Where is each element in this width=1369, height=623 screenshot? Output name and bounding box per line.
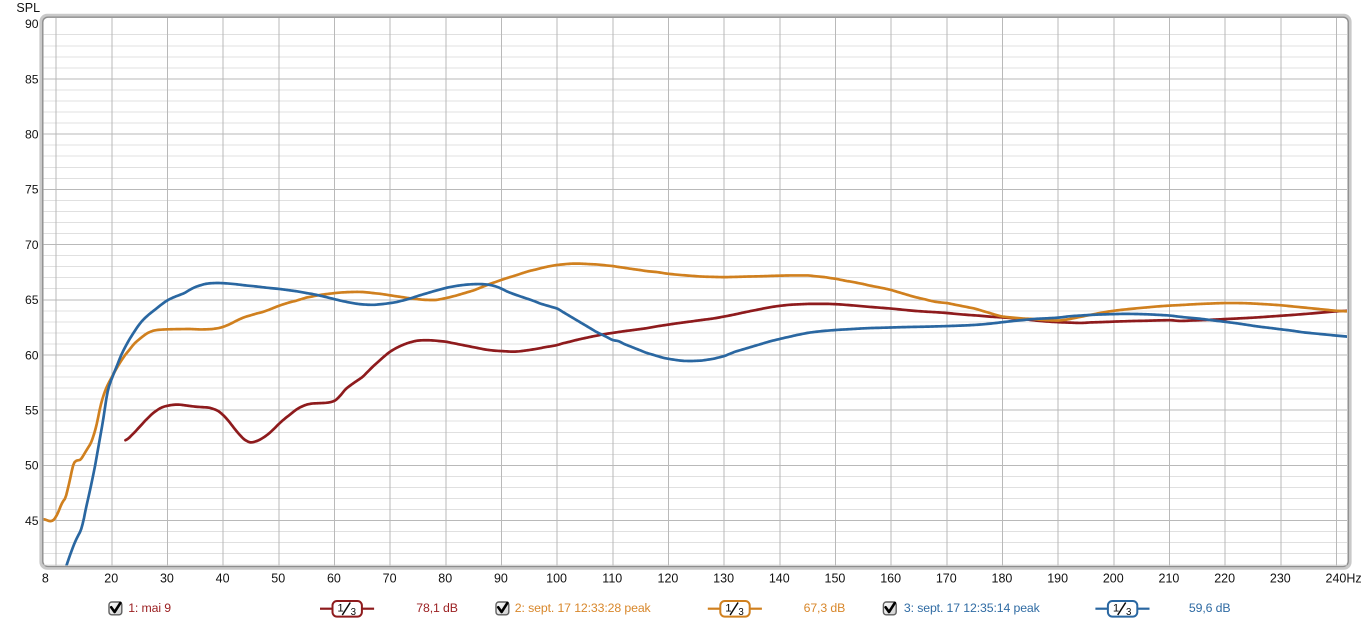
svg-text:210: 210 [1159, 572, 1180, 586]
svg-text:3: 3 [351, 607, 356, 618]
svg-text:90: 90 [494, 572, 508, 586]
svg-text:3: 3 [1126, 607, 1131, 618]
svg-text:40: 40 [216, 572, 230, 586]
svg-text:170: 170 [936, 572, 957, 586]
svg-text:1: 1 [1113, 603, 1119, 615]
svg-text:80: 80 [438, 572, 452, 586]
svg-text:130: 130 [713, 572, 734, 586]
svg-text:SPL: SPL [16, 1, 40, 15]
svg-text:50: 50 [271, 572, 285, 586]
svg-text:75: 75 [25, 183, 39, 197]
svg-text:90: 90 [25, 17, 39, 31]
svg-text:78,1 dB: 78,1 dB [416, 601, 458, 615]
svg-text:200: 200 [1103, 572, 1124, 586]
svg-text:60: 60 [25, 348, 39, 362]
svg-text:65: 65 [25, 293, 39, 307]
svg-text:80: 80 [25, 127, 39, 141]
svg-text:150: 150 [825, 572, 846, 586]
svg-text:1: 1 [725, 603, 731, 615]
svg-text:220: 220 [1214, 572, 1235, 586]
svg-text:30: 30 [160, 572, 174, 586]
svg-text:8: 8 [42, 572, 49, 586]
svg-text:45: 45 [25, 514, 39, 528]
svg-text:70: 70 [25, 238, 39, 252]
svg-text:85: 85 [25, 72, 39, 86]
svg-text:140: 140 [769, 572, 790, 586]
svg-text:20: 20 [104, 572, 118, 586]
svg-text:180: 180 [992, 572, 1013, 586]
svg-text:160: 160 [880, 572, 901, 586]
svg-text:67,3 dB: 67,3 dB [804, 601, 846, 615]
svg-text:1: 1 [337, 603, 343, 615]
svg-text:2: sept. 17 12:33:28 peak: 2: sept. 17 12:33:28 peak [515, 601, 652, 615]
svg-text:230: 230 [1270, 572, 1291, 586]
svg-text:120: 120 [658, 572, 679, 586]
svg-text:60: 60 [327, 572, 341, 586]
svg-text:70: 70 [383, 572, 397, 586]
svg-text:3: 3 [738, 607, 743, 618]
svg-text:100: 100 [546, 572, 567, 586]
svg-text:55: 55 [25, 404, 39, 418]
svg-text:190: 190 [1047, 572, 1068, 586]
svg-text:3: sept. 17 12:35:14 peak: 3: sept. 17 12:35:14 peak [904, 601, 1041, 615]
svg-text:59,6 dB: 59,6 dB [1189, 601, 1231, 615]
svg-text:50: 50 [25, 459, 39, 473]
svg-text:1: mai 9: 1: mai 9 [128, 601, 171, 615]
svg-text:110: 110 [602, 572, 622, 586]
svg-text:240Hz: 240Hz [1326, 572, 1362, 586]
